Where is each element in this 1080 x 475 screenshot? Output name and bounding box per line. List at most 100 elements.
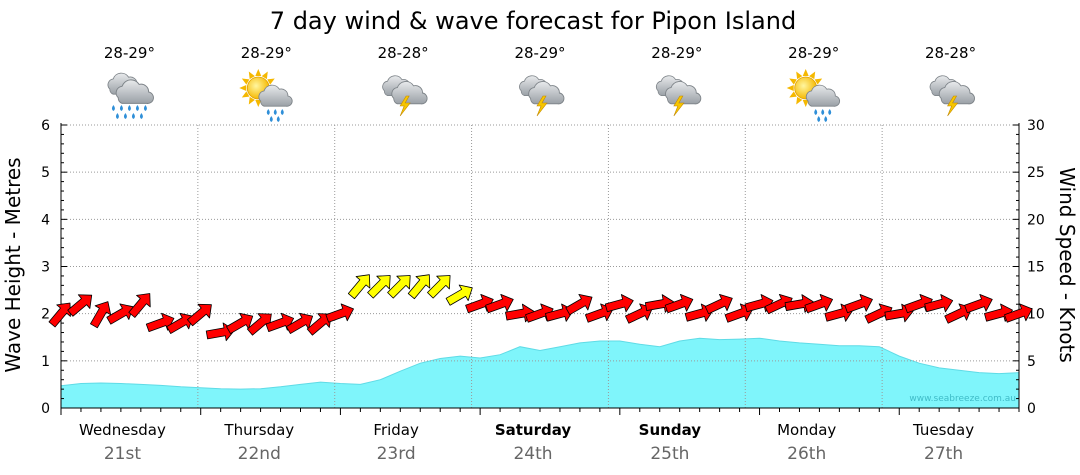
wind-arrow-shape [67,294,93,317]
wind-arrow [604,294,634,313]
sun-ray [241,78,250,85]
cloud-icon [665,81,702,105]
cloud-icon [258,84,293,107]
thunderstorm-icon [519,75,565,117]
wind-arrow-shape [347,274,371,300]
rain-drop [123,113,127,119]
lightning-bolt [536,95,548,117]
rain-drop [139,113,143,119]
day-name: Thursday [223,421,294,439]
rain-drop [111,105,115,111]
y-axis-right-label: Wind Speed - Knots [1055,167,1079,363]
wind-arrow-shape [407,274,431,300]
wind-arrow [427,275,451,299]
sun-ray [809,71,816,80]
wave-height-area [61,338,1019,408]
sun-ray [796,71,803,80]
day-temperature: 28-28° [378,44,429,62]
wind-arrow-shape [285,312,314,334]
wind-arrow-shape [964,293,993,314]
day-temperature: 28-29° [788,44,839,62]
wind-arrow-shape [924,294,954,313]
sun-ray [802,100,809,107]
lightning-bolt [673,95,685,117]
rain-drop [115,113,119,119]
lightning-bolt [399,95,411,117]
wind-arrow-shape [325,303,354,323]
wind-arrow-shape [485,293,514,314]
rain-cloud-icon [107,72,154,119]
sun-ray [814,78,823,85]
wind-arrow-shape [944,303,973,324]
rain-drop [143,105,147,111]
watermark: www.seabreeze.com.au [909,394,1016,404]
cloud-shape [115,79,154,104]
sun-showers-icon [786,69,841,122]
wind-arrow-shape [445,284,473,306]
wind-arrow [804,293,833,314]
rain-drop [131,113,135,119]
cloud-shape [391,81,428,105]
wind-arrow [924,294,954,313]
rain-drop [817,116,821,122]
y-tick-label-left: 1 [41,354,50,370]
y-tick-label-right: 25 [1027,165,1045,181]
day-name: Friday [373,421,419,439]
grid-layer [61,124,1019,408]
wind-arrow [944,303,973,324]
chart-title: 7 day wind & wave forecast for Pipon Isl… [270,7,796,35]
wind-arrow-shape [1004,303,1033,323]
wind-arrow-shape [604,294,634,313]
day-date: 23rd [377,444,416,464]
wind-arrow [664,293,694,314]
sun-ray [802,69,809,76]
wind-arrow-shape [387,275,411,299]
wind-arrow [445,284,473,306]
wind-arrow [67,294,93,317]
wind-layer [48,274,1033,342]
day-temperature: 28-29° [241,44,292,62]
day-date: 26th [787,444,826,464]
wind-arrow [964,293,993,314]
wind-arrow-shape [246,313,272,336]
day-temperature: 28-29° [651,44,702,62]
rain-drop [135,105,139,111]
day-date: 21st [104,444,141,464]
wind-arrow-shape [187,303,212,327]
cloud-shape [805,84,841,107]
thunderstorm-icon [929,75,975,117]
wind-arrow-shape [90,301,112,329]
wind-arrow-shape [844,293,873,314]
cloud-shape [938,81,975,105]
wind-arrow-shape [704,293,733,315]
sun-ray [255,100,262,107]
wave-layer [60,337,1020,408]
y-tick-label-left: 2 [41,307,50,323]
sun-ray [248,96,255,105]
rain-drop [119,105,123,111]
sun-ray [248,71,255,80]
y-tick-label-right: 5 [1027,354,1036,370]
rain-drop [821,109,825,115]
sun-ray [267,78,275,85]
rain-drop [276,116,280,122]
cloud-icon [938,81,975,105]
y-axis-left-label: Wave Height - Metres [1,157,25,372]
rain-drop [127,105,131,111]
sun-ray [789,91,797,98]
wind-arrow-shape [804,293,833,314]
rain-drop [824,116,828,122]
wind-arrow [407,274,431,300]
wind-arrow [625,303,653,324]
cloud-icon [115,79,154,104]
rain-drop [269,116,273,122]
day-name: Sunday [639,421,702,439]
lightning-bolt [947,95,959,117]
rain-drop [273,109,277,115]
y-tick-label-right: 15 [1027,260,1045,276]
sun-ray [796,96,803,105]
day-name: Saturday [495,421,572,439]
cloud-icon [528,81,565,105]
wind-arrow [128,293,151,318]
